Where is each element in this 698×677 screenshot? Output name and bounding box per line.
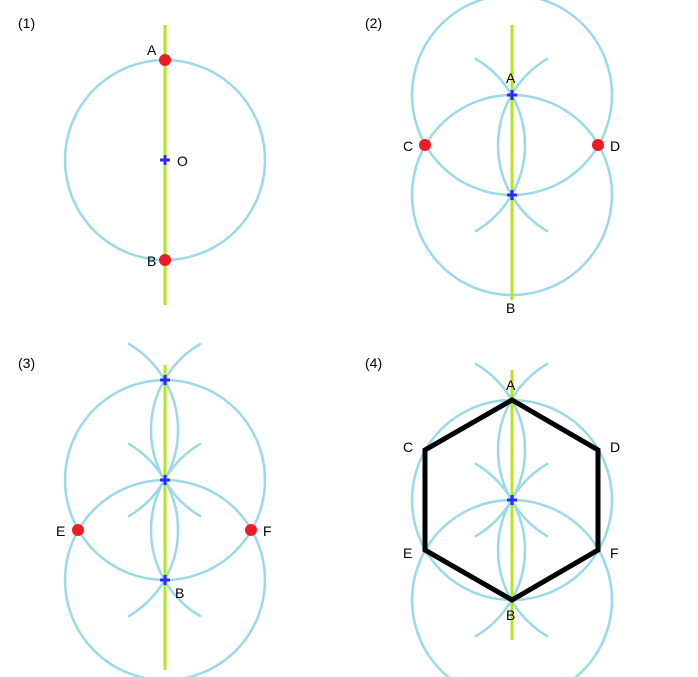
p2-label-A: A [506,70,516,86]
p3-point-E [72,524,84,536]
p2-point-C [419,139,431,151]
panel-2-label: (2) [365,15,382,31]
p1-label-B: B [147,253,156,269]
p2-point-D [592,139,604,151]
p1-label-A: A [147,42,157,58]
p4-label-A: A [506,377,516,393]
panel-4-label: (4) [365,355,382,371]
p4-label-D: D [610,439,620,455]
p4-label-F: F [610,545,619,561]
p3-label-B: B [175,585,184,601]
panel-1-label: (1) [18,15,35,31]
p2-label-D: D [610,138,620,154]
p4-label-E: E [403,545,412,561]
p4-label-C: C [403,439,413,455]
p1-point-B [159,254,171,266]
panel-3-label: (3) [18,355,35,371]
p3-label-E: E [56,523,65,539]
p2-label-B: B [506,300,515,316]
p1-point-A [159,54,171,66]
p3-point-F [245,524,257,536]
p4-label-B: B [506,607,515,623]
p1-label-O: O [177,153,188,169]
diagram-canvas: (1) A B O (2) A B C D (3) B E F (4) A B C D E F [0,0,698,677]
p2-label-C: C [403,138,413,154]
p3-label-F: F [263,523,272,539]
